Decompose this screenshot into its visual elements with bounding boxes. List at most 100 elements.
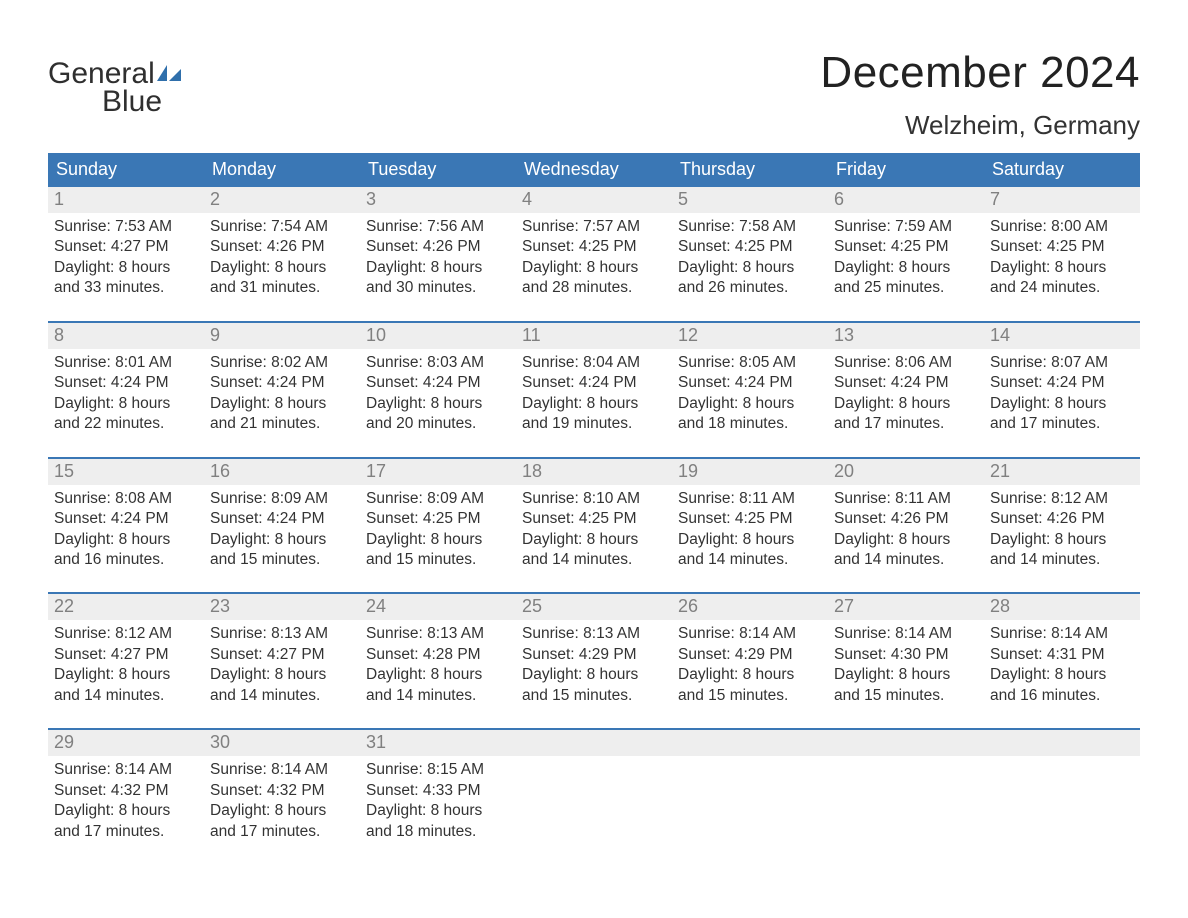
day-data-row: Sunrise: 8:08 AMSunset: 4:24 PMDaylight:… (48, 485, 1140, 571)
sunset-text: Sunset: 4:24 PM (54, 373, 198, 393)
daylight-text-line2: and 24 minutes. (990, 278, 1134, 298)
sunset-text: Sunset: 4:24 PM (678, 373, 822, 393)
day-number (984, 730, 1140, 756)
sunset-text: Sunset: 4:30 PM (834, 645, 978, 665)
daylight-text-line2: and 14 minutes. (834, 550, 978, 570)
sunset-text: Sunset: 4:25 PM (834, 237, 978, 257)
day-cell: Sunrise: 8:14 AMSunset: 4:29 PMDaylight:… (672, 620, 828, 706)
sunset-text: Sunset: 4:32 PM (54, 781, 198, 801)
day-number: 8 (48, 323, 204, 349)
daylight-text-line2: and 18 minutes. (366, 822, 510, 842)
dow-friday: Friday (828, 153, 984, 187)
daylight-text-line1: Daylight: 8 hours (678, 394, 822, 414)
sunrise-text: Sunrise: 8:12 AM (990, 489, 1134, 509)
day-cell: Sunrise: 8:06 AMSunset: 4:24 PMDaylight:… (828, 349, 984, 435)
daylight-text-line2: and 16 minutes. (54, 550, 198, 570)
daylight-text-line2: and 22 minutes. (54, 414, 198, 434)
sunrise-text: Sunrise: 7:57 AM (522, 217, 666, 237)
dow-monday: Monday (204, 153, 360, 187)
day-number: 27 (828, 594, 984, 620)
sunrise-text: Sunrise: 8:07 AM (990, 353, 1134, 373)
sunrise-text: Sunrise: 8:14 AM (834, 624, 978, 644)
daylight-text-line2: and 26 minutes. (678, 278, 822, 298)
sunrise-text: Sunrise: 8:15 AM (366, 760, 510, 780)
day-number: 23 (204, 594, 360, 620)
daylight-text-line1: Daylight: 8 hours (210, 665, 354, 685)
day-number: 6 (828, 187, 984, 213)
daylight-text-line2: and 18 minutes. (678, 414, 822, 434)
daylight-text-line1: Daylight: 8 hours (210, 801, 354, 821)
sunset-text: Sunset: 4:27 PM (54, 645, 198, 665)
daylight-text-line1: Daylight: 8 hours (834, 394, 978, 414)
sunset-text: Sunset: 4:31 PM (990, 645, 1134, 665)
day-number: 21 (984, 459, 1140, 485)
day-cell: Sunrise: 8:03 AMSunset: 4:24 PMDaylight:… (360, 349, 516, 435)
day-number: 7 (984, 187, 1140, 213)
day-of-week-header: Sunday Monday Tuesday Wednesday Thursday… (48, 153, 1140, 187)
day-cell: Sunrise: 8:08 AMSunset: 4:24 PMDaylight:… (48, 485, 204, 571)
sunset-text: Sunset: 4:25 PM (522, 509, 666, 529)
weeks-container: 1234567Sunrise: 7:53 AMSunset: 4:27 PMDa… (48, 187, 1140, 842)
sunrise-text: Sunrise: 8:14 AM (210, 760, 354, 780)
sunset-text: Sunset: 4:32 PM (210, 781, 354, 801)
day-cell: Sunrise: 8:15 AMSunset: 4:33 PMDaylight:… (360, 756, 516, 842)
sunset-text: Sunset: 4:29 PM (522, 645, 666, 665)
daynum-row: 1234567 (48, 187, 1140, 213)
sunrise-text: Sunrise: 8:09 AM (210, 489, 354, 509)
daylight-text-line2: and 16 minutes. (990, 686, 1134, 706)
daylight-text-line2: and 14 minutes. (54, 686, 198, 706)
daylight-text-line1: Daylight: 8 hours (210, 258, 354, 278)
sunset-text: Sunset: 4:28 PM (366, 645, 510, 665)
daylight-text-line1: Daylight: 8 hours (366, 394, 510, 414)
sunset-text: Sunset: 4:27 PM (54, 237, 198, 257)
sunset-text: Sunset: 4:24 PM (522, 373, 666, 393)
daylight-text-line2: and 28 minutes. (522, 278, 666, 298)
daylight-text-line1: Daylight: 8 hours (990, 258, 1134, 278)
sunset-text: Sunset: 4:25 PM (366, 509, 510, 529)
day-cell: Sunrise: 8:14 AMSunset: 4:32 PMDaylight:… (204, 756, 360, 842)
daylight-text-line1: Daylight: 8 hours (678, 665, 822, 685)
sunset-text: Sunset: 4:26 PM (210, 237, 354, 257)
day-cell: Sunrise: 7:53 AMSunset: 4:27 PMDaylight:… (48, 213, 204, 299)
day-cell: Sunrise: 8:13 AMSunset: 4:28 PMDaylight:… (360, 620, 516, 706)
daylight-text-line2: and 15 minutes. (366, 550, 510, 570)
day-number (672, 730, 828, 756)
daynum-row: 15161718192021 (48, 459, 1140, 485)
sunrise-text: Sunrise: 7:56 AM (366, 217, 510, 237)
dow-tuesday: Tuesday (360, 153, 516, 187)
daylight-text-line2: and 15 minutes. (834, 686, 978, 706)
sunrise-text: Sunrise: 8:03 AM (366, 353, 510, 373)
daylight-text-line1: Daylight: 8 hours (366, 665, 510, 685)
daylight-text-line2: and 30 minutes. (366, 278, 510, 298)
sunset-text: Sunset: 4:25 PM (990, 237, 1134, 257)
sunrise-text: Sunrise: 8:05 AM (678, 353, 822, 373)
day-cell: Sunrise: 8:13 AMSunset: 4:29 PMDaylight:… (516, 620, 672, 706)
sunset-text: Sunset: 4:25 PM (678, 509, 822, 529)
day-cell: Sunrise: 8:00 AMSunset: 4:25 PMDaylight:… (984, 213, 1140, 299)
daylight-text-line1: Daylight: 8 hours (522, 394, 666, 414)
day-data-row: Sunrise: 8:12 AMSunset: 4:27 PMDaylight:… (48, 620, 1140, 706)
sunset-text: Sunset: 4:25 PM (522, 237, 666, 257)
location: Welzheim, Germany (820, 110, 1140, 141)
daylight-text-line1: Daylight: 8 hours (210, 394, 354, 414)
daylight-text-line2: and 33 minutes. (54, 278, 198, 298)
daylight-text-line1: Daylight: 8 hours (678, 530, 822, 550)
daynum-row: 891011121314 (48, 323, 1140, 349)
day-number: 4 (516, 187, 672, 213)
daylight-text-line2: and 25 minutes. (834, 278, 978, 298)
title-block: December 2024 Welzheim, Germany (820, 48, 1140, 141)
daylight-text-line2: and 15 minutes. (210, 550, 354, 570)
daylight-text-line1: Daylight: 8 hours (366, 801, 510, 821)
month-title: December 2024 (820, 48, 1140, 98)
day-cell: Sunrise: 8:04 AMSunset: 4:24 PMDaylight:… (516, 349, 672, 435)
day-cell: Sunrise: 8:14 AMSunset: 4:31 PMDaylight:… (984, 620, 1140, 706)
header: General Blue December 2024 Welzheim, Ger… (48, 48, 1140, 141)
daylight-text-line1: Daylight: 8 hours (990, 530, 1134, 550)
daylight-text-line1: Daylight: 8 hours (210, 530, 354, 550)
sunset-text: Sunset: 4:24 PM (834, 373, 978, 393)
daylight-text-line2: and 17 minutes. (54, 822, 198, 842)
day-data-row: Sunrise: 8:14 AMSunset: 4:32 PMDaylight:… (48, 756, 1140, 842)
daylight-text-line2: and 14 minutes. (678, 550, 822, 570)
dow-sunday: Sunday (48, 153, 204, 187)
day-number: 24 (360, 594, 516, 620)
